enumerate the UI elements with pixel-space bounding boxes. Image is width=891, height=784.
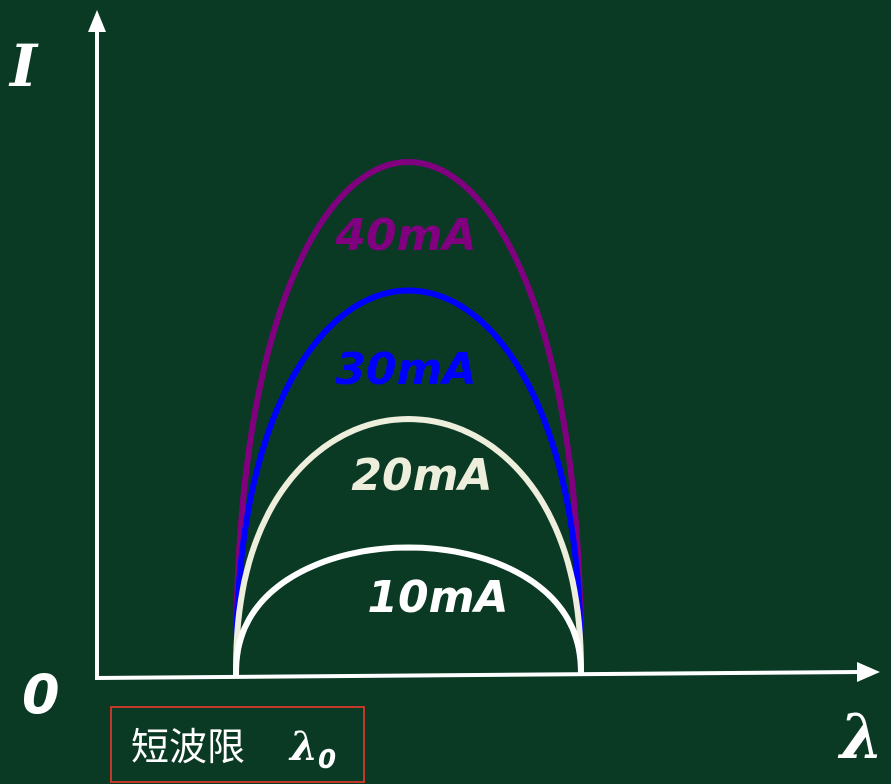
origin-label: 0 — [22, 663, 60, 726]
cutoff-symbol: λ — [288, 723, 318, 770]
y-axis-arrow-icon — [88, 10, 106, 32]
cutoff-subscript: 0 — [318, 745, 336, 775]
x-axis-arrow-icon — [857, 662, 880, 682]
curve-label-10ma: 10mA — [367, 572, 508, 623]
curve-label-30ma: 30mA — [335, 344, 476, 395]
cutoff-label-box: 短波限 λ 0 — [111, 707, 364, 782]
x-axis-label: λ — [837, 700, 883, 773]
x-axis — [95, 672, 860, 678]
curve-label-20ma: 20mA — [351, 450, 492, 501]
cutoff-label: 短波限 — [131, 725, 245, 769]
curve-label-40ma: 40mA — [334, 210, 476, 261]
y-axis-label: I — [8, 32, 39, 100]
